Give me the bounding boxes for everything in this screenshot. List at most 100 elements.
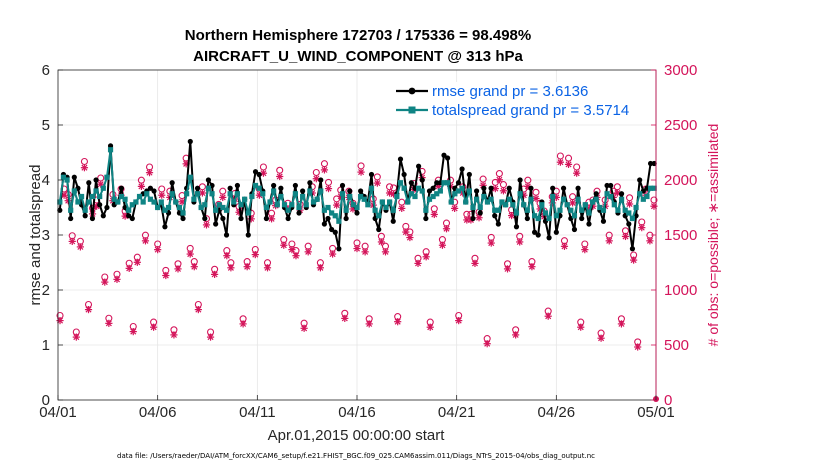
totalspread-point <box>361 196 367 202</box>
rmse-point <box>376 226 382 233</box>
rmse-point <box>600 218 607 224</box>
totalspread-point <box>423 207 429 213</box>
obs-assimilated-point <box>324 185 333 193</box>
rmse-point <box>618 191 625 197</box>
rmse-point <box>513 224 520 230</box>
obs-assimilated-point <box>617 320 626 328</box>
totalspread-point <box>336 218 342 224</box>
obs-assimilated-point <box>422 253 430 261</box>
totalspread-point <box>78 193 85 200</box>
totalspread-point <box>633 204 639 211</box>
rmse-point <box>426 188 433 194</box>
totalspread-point <box>296 204 302 211</box>
obs-assimilated-point <box>304 248 312 256</box>
totalspread-point <box>202 202 208 208</box>
totalspread-point <box>626 210 632 216</box>
obs-assimilated-point <box>312 175 320 183</box>
totalspread-point <box>611 202 617 208</box>
rmse-point <box>358 188 364 194</box>
rmse-point <box>245 232 251 238</box>
obs-assimilated-point <box>377 238 386 246</box>
obs-assimilated-point <box>516 238 524 246</box>
totalspread-point <box>408 191 414 197</box>
totalspread-point <box>71 188 77 194</box>
totalspread-point <box>86 199 92 205</box>
rmse-point <box>89 215 96 222</box>
totalspread-point <box>647 185 654 191</box>
totalspread-point <box>274 202 280 208</box>
totalspread-point <box>292 191 298 197</box>
rmse-point <box>202 215 208 222</box>
rmse-point <box>104 204 110 211</box>
rmse-point <box>126 213 132 219</box>
obs-assimilated-point <box>630 256 638 264</box>
totalspread-point <box>136 193 143 200</box>
totalspread-point <box>184 191 190 197</box>
rmse-point <box>441 152 447 158</box>
totalspread-point <box>470 204 476 211</box>
totalspread-point <box>82 207 88 213</box>
totalspread-point <box>372 207 378 213</box>
obs-assimilated-point <box>650 202 658 210</box>
chart-title: Northern Hemisphere 172703 / 175336 = 98… <box>185 27 531 44</box>
totalspread-point <box>629 215 636 222</box>
totalspread-point <box>144 191 150 197</box>
rmse-point <box>227 185 233 191</box>
totalspread-point <box>416 185 422 191</box>
x-tick-label: 04/21 <box>438 404 476 421</box>
obs-assimilated-point <box>145 169 154 177</box>
obs-assimilated-point <box>605 237 613 245</box>
rmse-point <box>169 180 175 186</box>
obs-assimilated-point <box>451 204 459 212</box>
obs-assimilated-point <box>170 331 178 339</box>
totalspread-point <box>644 193 650 200</box>
totalspread-point <box>223 207 230 213</box>
totalspread-point <box>383 204 389 211</box>
obs-assimilated-point <box>621 232 630 241</box>
rmse-point <box>495 221 501 227</box>
totalspread-point <box>263 204 269 211</box>
rmse-point <box>336 246 342 252</box>
totalspread-point <box>249 193 255 200</box>
totalspread-point <box>354 204 360 211</box>
legend-spread-marker <box>408 106 416 114</box>
obs-assimilated-point <box>499 187 508 195</box>
obs-assimilated-point <box>276 172 284 181</box>
totalspread-point <box>589 199 596 205</box>
totalspread-point <box>97 193 103 200</box>
obs-assimilated-point <box>174 265 182 273</box>
totalspread-point <box>158 199 164 205</box>
totalspread-point <box>339 191 346 197</box>
rmse-point <box>223 232 230 238</box>
rmse-point <box>647 160 654 167</box>
obs-assimilated-point <box>430 210 438 219</box>
totalspread-point <box>245 210 251 216</box>
obs-assimilated-point <box>577 323 585 331</box>
y-right-tick-label: 3000 <box>664 62 697 79</box>
obs-assimilated-point <box>320 166 329 174</box>
rmse-point <box>528 185 534 191</box>
rmse-point <box>535 232 541 238</box>
rmse-point <box>325 215 331 222</box>
y-right-tick-label: 1000 <box>664 282 697 299</box>
totalspread-point <box>104 174 110 180</box>
obs-assimilated-point <box>406 233 414 242</box>
totalspread-point <box>278 193 284 200</box>
totalspread-point <box>289 202 295 208</box>
obs-assimilated-point <box>646 237 654 245</box>
rmse-point <box>455 180 462 186</box>
rmse-point <box>292 182 298 189</box>
rmse-point <box>481 185 487 191</box>
rmse-point <box>651 160 657 167</box>
y-tick-label: 6 <box>42 62 50 79</box>
totalspread-point <box>586 210 592 216</box>
totalspread-point <box>528 196 534 202</box>
obs-assimilated-point <box>211 270 219 278</box>
totalspread-point <box>75 199 81 205</box>
obs-assimilated-point <box>442 225 451 233</box>
rmse-point <box>151 188 157 194</box>
rmse-point <box>604 182 610 189</box>
rmse-point <box>629 246 636 252</box>
y-right-tick-label: 2500 <box>664 117 697 134</box>
